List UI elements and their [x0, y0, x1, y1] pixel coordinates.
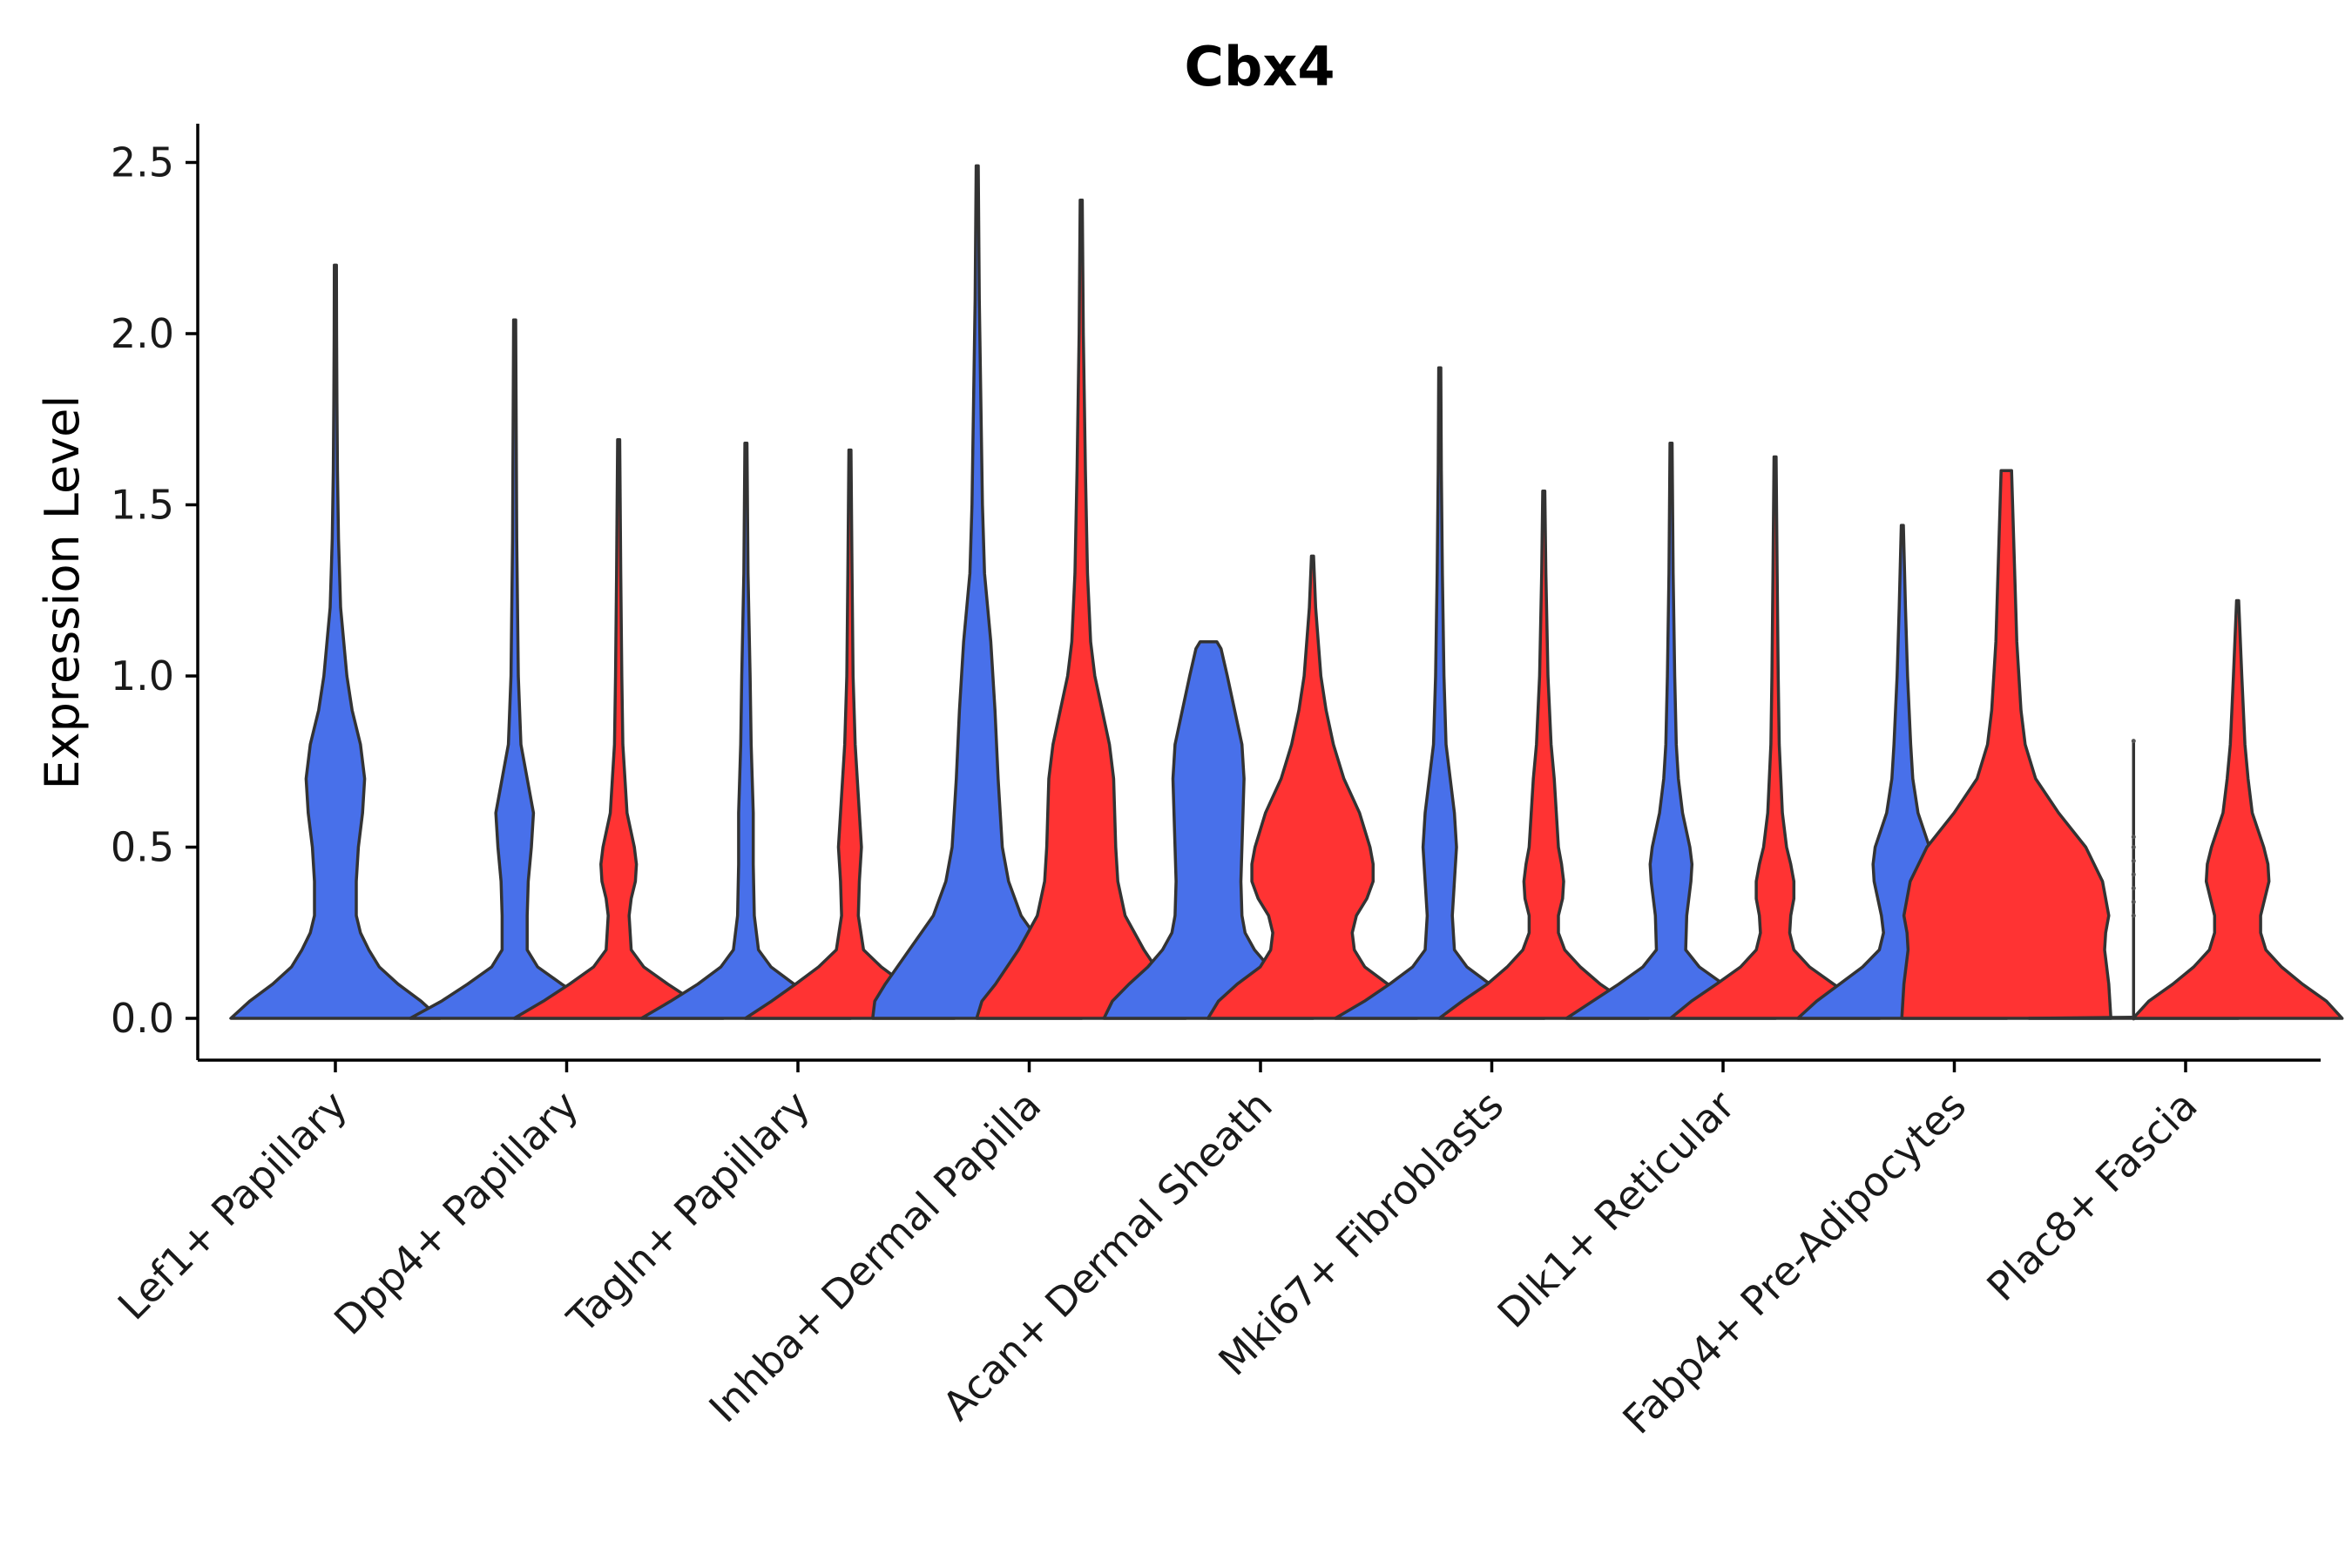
x-tick-label: Lef1+ Papillary — [109, 1082, 356, 1329]
y-tick-label: 2.0 — [111, 310, 174, 357]
data-point — [2131, 845, 2136, 849]
violin-red — [1437, 490, 1650, 1020]
y-tick-label: 0.0 — [111, 995, 174, 1042]
y-tick-label: 2.5 — [111, 139, 174, 186]
violin-red — [2131, 598, 2344, 1020]
violin-blue — [1565, 442, 1778, 1020]
violin-red — [1206, 554, 1419, 1020]
violin-blue — [229, 263, 442, 1020]
data-point — [2131, 886, 2136, 891]
violin-blue — [1102, 639, 1315, 1020]
violin-red — [512, 438, 725, 1020]
violin-blue — [639, 442, 853, 1020]
x-tick-label: Dpp4+ Papillary — [325, 1082, 587, 1344]
violin-blue — [871, 164, 1084, 1020]
violin-red — [1900, 469, 2112, 1020]
y-tick-label: 1.5 — [111, 482, 174, 529]
data-point — [2131, 899, 2136, 904]
x-tick-label: Tagln+ Papillary — [558, 1082, 819, 1343]
violin-red — [975, 198, 1187, 1020]
violin-blue — [409, 318, 621, 1020]
x-tick-label: Plac8+ Fascia — [1977, 1082, 2206, 1310]
violin-red — [1668, 455, 1882, 1020]
violin-red — [743, 448, 956, 1020]
violins-layer — [229, 164, 2344, 1021]
data-point — [2131, 835, 2136, 840]
y-axis-ticks: 0.0 0.5 1.0 1.5 2.0 2.5 — [111, 139, 198, 1042]
data-point — [2131, 739, 2136, 744]
y-tick-label: 1.0 — [111, 652, 174, 700]
data-point — [2131, 872, 2136, 877]
data-point — [2131, 913, 2136, 918]
data-point — [2131, 858, 2136, 863]
y-axis-title: Expression Level — [35, 395, 90, 790]
violin-blue — [1334, 366, 1546, 1020]
x-tick-label: Dlk1+ Reticular — [1489, 1082, 1744, 1337]
chart-title: Cbx4 — [1184, 35, 1335, 98]
y-tick-label: 0.5 — [111, 824, 174, 871]
